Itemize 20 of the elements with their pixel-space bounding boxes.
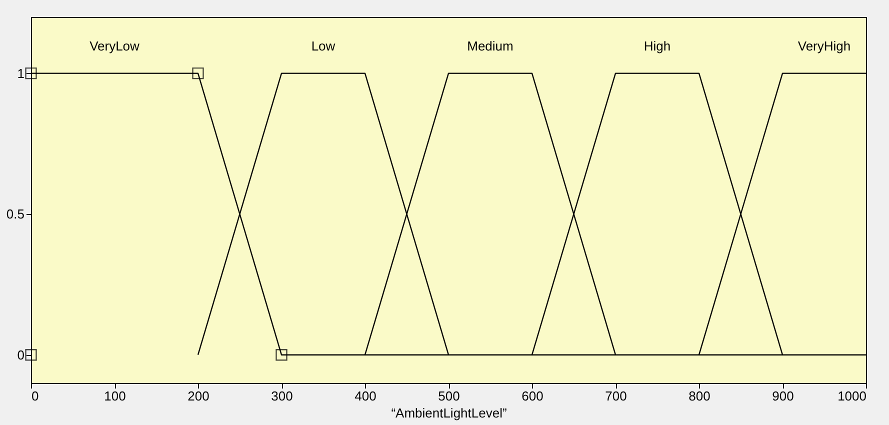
y-tick-label: 1 bbox=[17, 66, 24, 81]
x-tick-label: 200 bbox=[188, 388, 210, 404]
series-label: VeryHigh bbox=[798, 38, 851, 54]
y-tick-label: 0 bbox=[17, 347, 24, 362]
x-axis-title: “AmbientLightLevel” bbox=[391, 406, 507, 420]
x-tick-label: 800 bbox=[688, 388, 710, 404]
series-label: Medium bbox=[467, 38, 514, 54]
x-tick-label: 300 bbox=[271, 388, 293, 404]
x-tick-label: 600 bbox=[522, 388, 544, 404]
x-tick-label: 400 bbox=[354, 388, 376, 404]
series-label: High bbox=[644, 38, 671, 54]
series-label: Low bbox=[311, 38, 336, 54]
x-tick-label: 700 bbox=[605, 388, 627, 404]
x-tick-label: 900 bbox=[772, 388, 794, 404]
x-tick-label: 0 bbox=[32, 388, 39, 404]
x-tick-label: 500 bbox=[438, 388, 460, 404]
y-tick-label: 0.5 bbox=[6, 206, 24, 222]
series-label: VeryLow bbox=[90, 38, 140, 54]
x-tick-label: 100 bbox=[104, 388, 126, 404]
x-tick-label: 1000 bbox=[838, 388, 866, 404]
